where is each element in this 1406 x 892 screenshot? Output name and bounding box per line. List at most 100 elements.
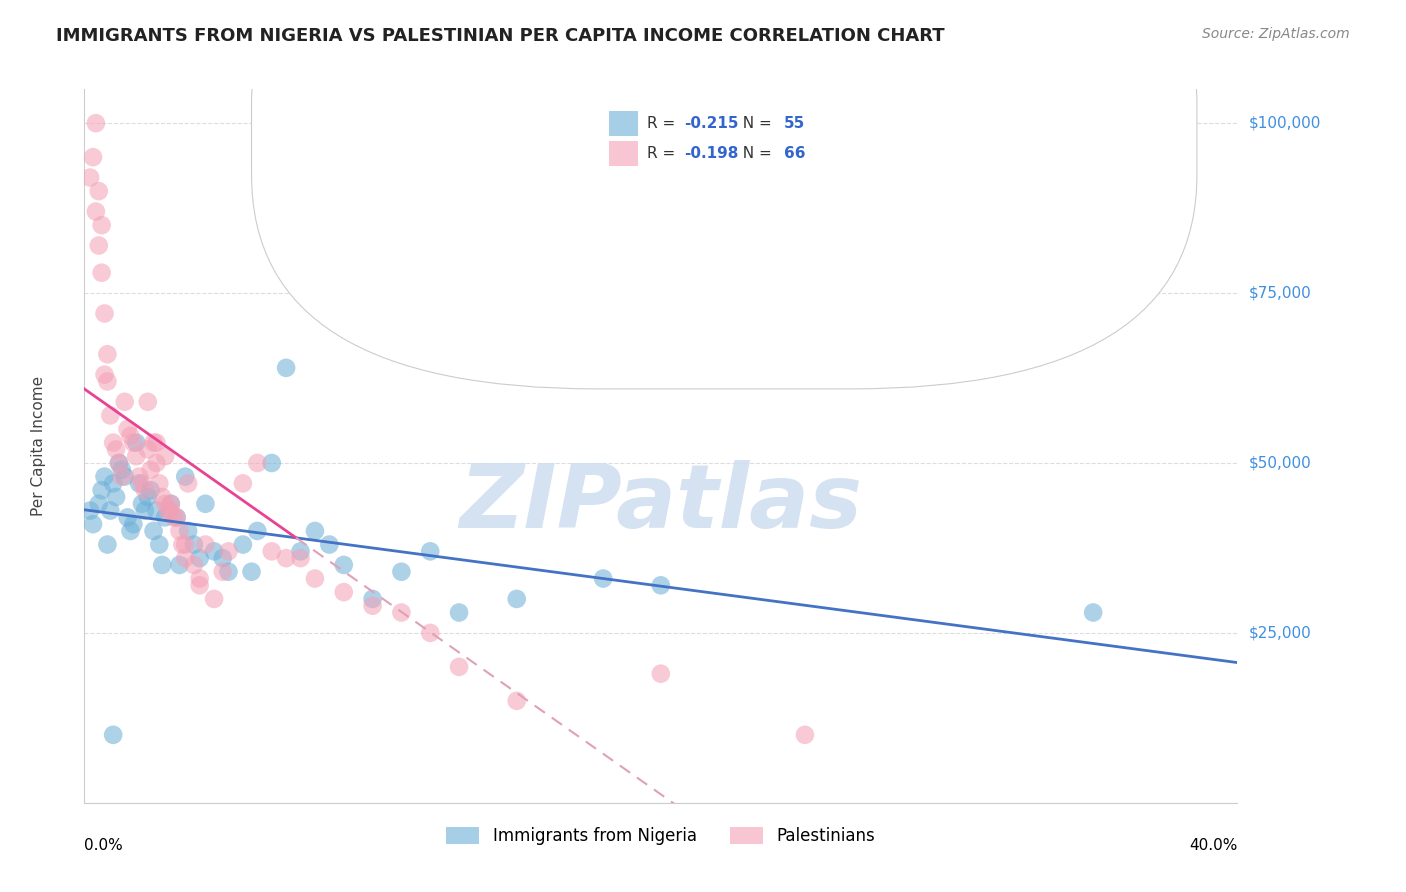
FancyBboxPatch shape: [252, 0, 1197, 389]
Palestinians: [96, 375, 118, 389]
Palestinians: [90, 266, 112, 280]
Palestinians: [120, 429, 142, 443]
Text: Per Capita Income: Per Capita Income: [31, 376, 46, 516]
Palestinians: [188, 572, 211, 586]
Palestinians: [794, 728, 817, 742]
Immigrants from Nigeria: [134, 503, 156, 517]
Palestinians: [93, 306, 115, 320]
Palestinians: [145, 456, 167, 470]
Text: -0.215: -0.215: [683, 116, 738, 131]
Text: IMMIGRANTS FROM NIGERIA VS PALESTINIAN PER CAPITA INCOME CORRELATION CHART: IMMIGRANTS FROM NIGERIA VS PALESTINIAN P…: [56, 27, 945, 45]
Bar: [609, 141, 638, 166]
Text: 55: 55: [785, 116, 806, 131]
Immigrants from Nigeria: [419, 544, 441, 558]
Immigrants from Nigeria: [111, 463, 134, 477]
Immigrants from Nigeria: [246, 524, 269, 538]
Palestinians: [84, 116, 107, 130]
Immigrants from Nigeria: [131, 497, 153, 511]
Palestinians: [128, 469, 150, 483]
Immigrants from Nigeria: [202, 544, 225, 558]
Immigrants from Nigeria: [122, 517, 145, 532]
Immigrants from Nigeria: [333, 558, 356, 572]
Immigrants from Nigeria: [391, 565, 413, 579]
Bar: [609, 111, 638, 136]
Text: 0.0%: 0.0%: [84, 838, 124, 854]
Text: R =: R =: [647, 146, 681, 161]
Immigrants from Nigeria: [260, 456, 283, 470]
Palestinians: [211, 565, 233, 579]
Palestinians: [136, 442, 159, 457]
Immigrants from Nigeria: [82, 517, 104, 532]
Palestinians: [172, 537, 194, 551]
Immigrants from Nigeria: [290, 544, 312, 558]
Palestinians: [111, 469, 134, 483]
Immigrants from Nigeria: [153, 510, 176, 524]
Immigrants from Nigeria: [592, 572, 614, 586]
Palestinians: [90, 218, 112, 232]
Text: $75,000: $75,000: [1249, 285, 1312, 301]
Palestinians: [506, 694, 529, 708]
Immigrants from Nigeria: [96, 537, 118, 551]
Text: $50,000: $50,000: [1249, 456, 1312, 470]
Palestinians: [169, 524, 191, 538]
Palestinians: [166, 510, 188, 524]
Palestinians: [136, 394, 159, 409]
Palestinians: [202, 591, 225, 606]
Palestinians: [93, 368, 115, 382]
Immigrants from Nigeria: [174, 469, 197, 483]
Immigrants from Nigeria: [240, 565, 263, 579]
Palestinians: [232, 476, 254, 491]
Immigrants from Nigeria: [120, 524, 142, 538]
Palestinians: [160, 497, 183, 511]
Immigrants from Nigeria: [142, 524, 165, 538]
Palestinians: [82, 150, 104, 164]
Palestinians: [174, 537, 197, 551]
Palestinians: [304, 572, 326, 586]
Palestinians: [194, 537, 217, 551]
Text: 66: 66: [785, 146, 806, 161]
Immigrants from Nigeria: [177, 524, 200, 538]
Text: Source: ZipAtlas.com: Source: ZipAtlas.com: [1202, 27, 1350, 41]
Palestinians: [145, 435, 167, 450]
Palestinians: [276, 551, 298, 566]
Immigrants from Nigeria: [449, 606, 471, 620]
Palestinians: [105, 442, 128, 457]
Palestinians: [150, 490, 173, 504]
Immigrants from Nigeria: [108, 456, 131, 470]
Palestinians: [174, 551, 197, 566]
Palestinians: [218, 544, 240, 558]
Text: N =: N =: [734, 116, 778, 131]
Palestinians: [650, 666, 672, 681]
Immigrants from Nigeria: [103, 476, 124, 491]
Immigrants from Nigeria: [125, 435, 148, 450]
Palestinians: [156, 503, 179, 517]
Immigrants from Nigeria: [318, 537, 340, 551]
Palestinians: [131, 476, 153, 491]
Immigrants from Nigeria: [114, 469, 136, 483]
Palestinians: [134, 483, 156, 498]
Text: 40.0%: 40.0%: [1189, 838, 1237, 854]
Immigrants from Nigeria: [232, 537, 254, 551]
Palestinians: [103, 435, 124, 450]
Immigrants from Nigeria: [117, 510, 139, 524]
Immigrants from Nigeria: [105, 490, 128, 504]
Immigrants from Nigeria: [87, 497, 110, 511]
Palestinians: [449, 660, 471, 674]
Immigrants from Nigeria: [211, 551, 233, 566]
Text: -0.198: -0.198: [683, 146, 738, 161]
Palestinians: [87, 238, 110, 252]
Immigrants from Nigeria: [145, 503, 167, 517]
Immigrants from Nigeria: [218, 565, 240, 579]
Palestinians: [125, 449, 148, 463]
Palestinians: [419, 626, 441, 640]
Palestinians: [87, 184, 110, 198]
Immigrants from Nigeria: [148, 537, 170, 551]
Legend: Immigrants from Nigeria, Palestinians: Immigrants from Nigeria, Palestinians: [440, 820, 882, 852]
Immigrants from Nigeria: [361, 591, 384, 606]
Text: $100,000: $100,000: [1249, 116, 1320, 131]
Palestinians: [108, 456, 131, 470]
Immigrants from Nigeria: [506, 591, 529, 606]
Palestinians: [177, 476, 200, 491]
Immigrants from Nigeria: [90, 483, 112, 498]
Immigrants from Nigeria: [194, 497, 217, 511]
